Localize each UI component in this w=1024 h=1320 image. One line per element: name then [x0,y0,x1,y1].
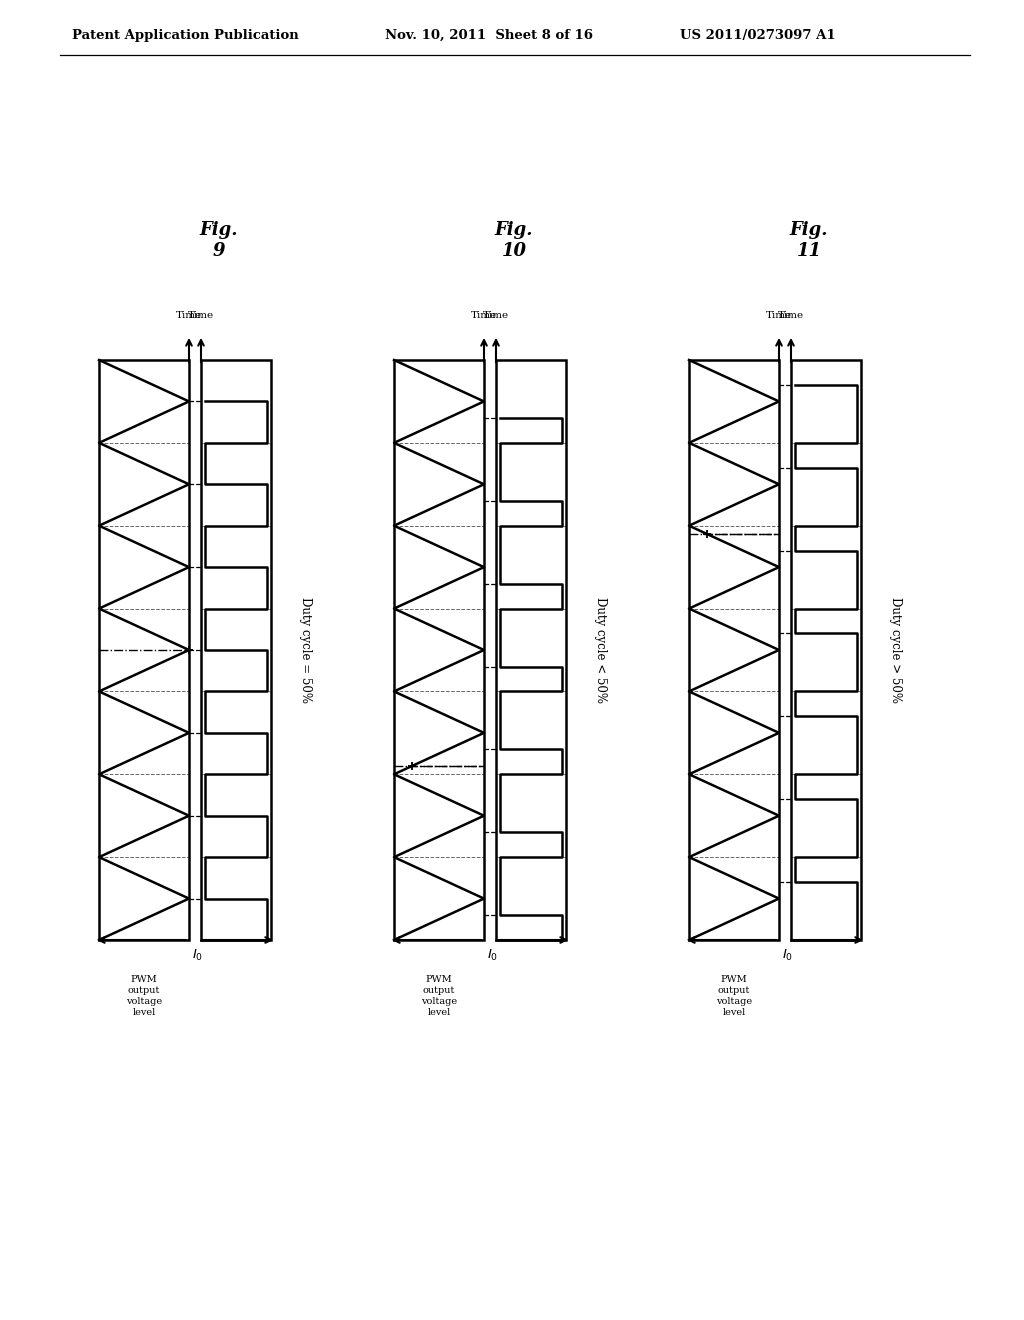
Text: Duty cycle < 50%: Duty cycle < 50% [594,597,607,704]
Text: Time: Time [483,312,509,319]
Text: PWM
output
voltage
level: PWM output voltage level [421,975,457,1018]
Text: PWM
output
voltage
level: PWM output voltage level [716,975,752,1018]
Text: Time: Time [778,312,804,319]
Text: Duty cycle = 50%: Duty cycle = 50% [299,597,312,704]
Bar [791,360,861,940]
Text: Time: Time [766,312,792,319]
Bar [496,360,566,940]
Bar [394,360,484,940]
Text: Fig.
11: Fig. 11 [790,222,828,260]
Text: Duty cycle > 50%: Duty cycle > 50% [889,597,902,704]
Bar [689,360,779,940]
Bar [201,360,271,940]
Text: Fig.
9: Fig. 9 [200,222,239,260]
Text: Time: Time [188,312,214,319]
Text: Nov. 10, 2011  Sheet 8 of 16: Nov. 10, 2011 Sheet 8 of 16 [385,29,593,41]
Text: Time: Time [176,312,202,319]
Text: $I_0$: $I_0$ [782,948,794,964]
Text: PWM
output
voltage
level: PWM output voltage level [126,975,162,1018]
Text: Patent Application Publication: Patent Application Publication [72,29,299,41]
Text: Time: Time [471,312,497,319]
Text: $I_0$: $I_0$ [487,948,498,964]
Text: Fig.
10: Fig. 10 [495,222,534,260]
Text: $I_0$: $I_0$ [193,948,203,964]
Bar [99,360,189,940]
Text: US 2011/0273097 A1: US 2011/0273097 A1 [680,29,836,41]
